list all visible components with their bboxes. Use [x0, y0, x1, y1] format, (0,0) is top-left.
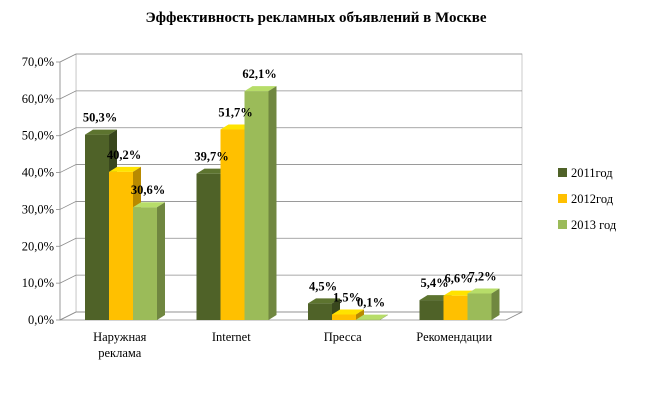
bar-top [85, 129, 117, 135]
gridline [59, 53, 522, 63]
category-label: Internet [212, 330, 251, 344]
data-label: 40,2% [107, 148, 141, 162]
bar-top [308, 298, 340, 304]
x-axis-categories: Наружная реклама Internet Пресса Рекомендаци… [93, 330, 492, 360]
bar-top [467, 288, 500, 294]
category-label: Рекомендации [416, 330, 492, 344]
bar-side [157, 202, 165, 320]
data-label: 30,6% [131, 183, 165, 197]
bar [196, 173, 221, 320]
gridlines [59, 53, 522, 321]
bar-side [491, 288, 500, 320]
bar [109, 171, 133, 320]
category-label: Наружная [93, 330, 147, 344]
bar-side [356, 309, 364, 320]
gridline [59, 164, 522, 173]
legend: 2011год 2012год 2013 год [558, 166, 617, 232]
data-label: 6,6% [444, 272, 472, 286]
bar [244, 91, 269, 320]
data-label: 51,7% [218, 105, 252, 119]
y-tick-label: 40,0% [22, 166, 54, 180]
bar-top [356, 314, 388, 320]
y-tick-label: 50,0% [22, 129, 54, 143]
bar [467, 293, 492, 320]
bar-side [268, 86, 277, 320]
data-label: 4,5% [309, 279, 337, 293]
data-label: 7,2% [468, 269, 496, 283]
bar-top [133, 202, 165, 208]
legend-label: 2013 год [571, 218, 617, 232]
data-label: 0,1% [357, 296, 385, 310]
data-label: 39,7% [194, 150, 228, 164]
gridline [59, 311, 522, 321]
side-wall [59, 53, 77, 321]
bars [85, 86, 500, 321]
chart-title: Эффективность рекламных объявлений в Мос… [145, 10, 486, 26]
data-label: 50,3% [83, 111, 117, 125]
gridline [59, 274, 522, 284]
y-tick-label: 0,0% [28, 313, 54, 327]
gridline [59, 201, 522, 210]
legend-label: 2012год [571, 192, 614, 206]
y-tick-label: 30,0% [22, 202, 54, 216]
bar [220, 129, 245, 320]
gridline [59, 127, 522, 137]
y-axis-ticks: 0,0% 10,0% 20,0% 30,0% 40,0% 50,0% 60,0% 70,0% [22, 55, 61, 327]
gridline [59, 90, 522, 100]
y-tick-label: 60,0% [22, 92, 54, 106]
bar-top [332, 309, 364, 315]
bar [332, 314, 356, 320]
legend-label: 2011год [571, 166, 613, 180]
data-label: 5,4% [420, 276, 448, 290]
y-tick-label: 20,0% [22, 239, 54, 253]
category-label: Пресса [324, 330, 362, 344]
data-label: 1,5% [333, 290, 361, 304]
data-label: 62,1% [242, 67, 276, 81]
bar [419, 300, 444, 320]
bar [443, 295, 468, 320]
legend-swatch [558, 194, 567, 203]
legend-swatch [558, 168, 567, 177]
bar [133, 207, 157, 320]
bar [308, 303, 332, 320]
bar [356, 319, 380, 321]
gridline [59, 237, 522, 247]
bar-top [244, 86, 277, 92]
data-labels: 50,3% 40,2% 30,6% 39,7% 51,7% 62,1% 4,5%1,5%0,… [83, 67, 497, 310]
category-label: реклама [98, 346, 141, 360]
y-tick-label: 10,0% [22, 276, 54, 290]
y-tick-label: 70,0% [22, 55, 54, 69]
bar [85, 134, 109, 320]
bar-side [380, 314, 388, 320]
bar-top [109, 166, 141, 172]
legend-swatch [558, 220, 567, 229]
